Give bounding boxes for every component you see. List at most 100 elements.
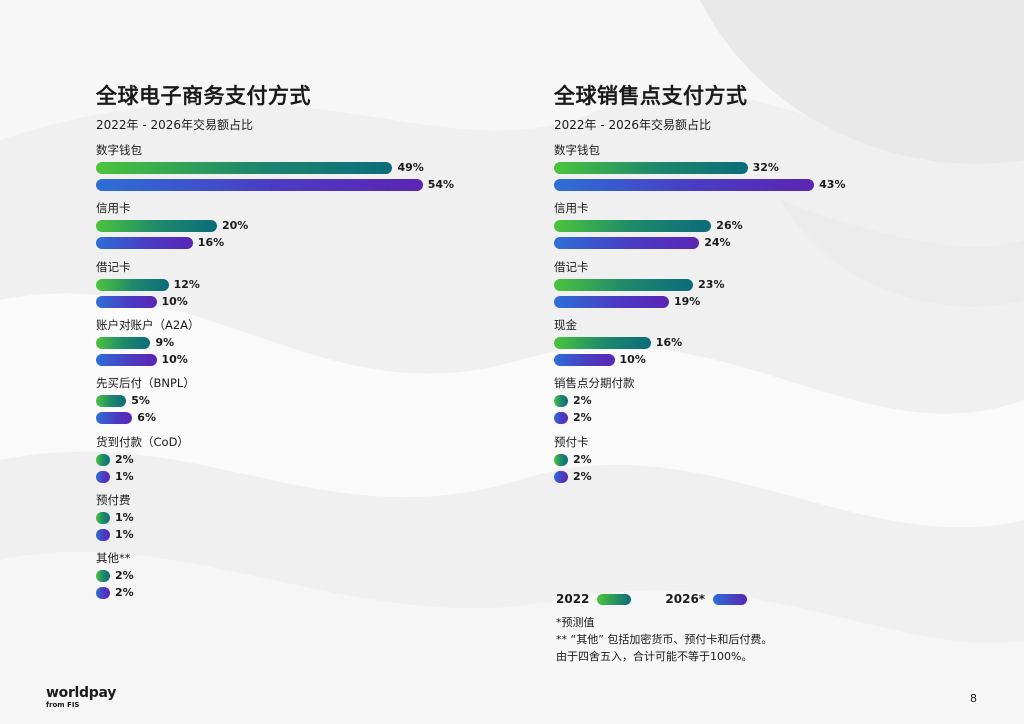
chart-subtitle: 2022年 - 2026年交易额占比: [96, 118, 254, 132]
category-group: 预付费 1% 1%: [96, 492, 536, 550]
category-label: 借记卡: [554, 259, 589, 274]
legend-swatch-2022: [597, 593, 632, 605]
bar-2026: [96, 295, 157, 308]
bar-2026: [554, 470, 568, 483]
bar-2026: [96, 587, 110, 600]
legend: 2022 2026*: [556, 590, 781, 608]
category-label: 数字钱包: [96, 143, 142, 157]
pos-payment-chart: 全球销售点支付方式 2022年 - 2026年交易额占比 数字钱包 32% 43% 信…: [554, 80, 994, 483]
category-group: 账户对账户（A2A） 9% 10%: [96, 317, 536, 375]
logo-wordmark: worldpay: [46, 685, 117, 701]
bar-value-label: 2%: [573, 394, 592, 408]
category-group: 借记卡 12% 10%: [96, 259, 536, 317]
bar-2022: [554, 453, 568, 466]
category-label: 先买后付（BNPL）: [96, 376, 195, 391]
category-label: 数字钱包: [554, 143, 600, 157]
legend-item-2026: 2026*: [665, 592, 748, 606]
bar-value-label: 24%: [704, 236, 731, 250]
bar-2026: [554, 412, 568, 425]
bar-2022: [96, 336, 151, 349]
bar-2026: [96, 528, 110, 541]
bar-value-label: 2%: [573, 452, 592, 466]
bar-2022: [554, 162, 748, 174]
chart-title: 全球销售点支付方式: [554, 84, 748, 108]
category-label: 预付费: [96, 492, 131, 507]
logo-tagline: from FIS: [46, 701, 80, 709]
category-group: 信用卡 26% 24%: [554, 200, 994, 258]
bar-value-label: 10%: [619, 352, 646, 366]
page-number: 8: [970, 692, 977, 705]
bar-value-label: 12%: [173, 277, 200, 291]
category-label: 现金: [554, 317, 577, 332]
bar-2022: [96, 220, 217, 233]
bar-value-label: 1%: [115, 510, 134, 524]
category-label: 信用卡: [96, 201, 131, 216]
legend-item-2022: 2022: [556, 592, 632, 606]
bar-2026: [96, 237, 193, 250]
bar-2026: [554, 237, 700, 250]
bar-2022: [96, 570, 110, 583]
bar-value-label: 2%: [573, 469, 592, 483]
bar-value-label: 10%: [161, 352, 188, 366]
category-group: 数字钱包 49% 54%: [96, 142, 536, 200]
bar-2026: [554, 295, 669, 308]
bar-value-label: 10%: [161, 294, 188, 308]
category-label: 账户对账户（A2A）: [96, 317, 200, 332]
category-group: 其他** 2% 2%: [96, 550, 536, 608]
bar-2022: [96, 511, 110, 524]
footnote-rounding: 由于四舍五入，合计可能不等于100%。: [556, 650, 753, 663]
category-label: 预付卡: [554, 434, 589, 449]
legend-label-2022: 2022: [556, 592, 590, 606]
bar-2026: [554, 179, 815, 191]
bar-value-label: 23%: [698, 277, 725, 291]
bar-2026: [96, 179, 423, 191]
bar-2022: [96, 162, 393, 174]
footnote-forecast: *预测值: [556, 616, 595, 629]
bar-value-label: 2%: [115, 452, 134, 466]
bar-value-label: 16%: [197, 236, 225, 250]
footnotes: *预测值 ** “其他” 包括加密货币、预付卡和后付费。 由于四舍五入，合计可能…: [556, 614, 772, 665]
category-group: 现金 16% 10%: [554, 317, 994, 375]
bar-value-label: 19%: [673, 294, 701, 308]
legend-label-2026: 2026*: [665, 592, 706, 606]
bar-2022: [554, 220, 712, 233]
category-group: 预付卡 2% 2%: [554, 434, 994, 492]
category-group: 货到付款（CoD） 2% 1%: [96, 434, 536, 492]
bar-value-label: 32%: [752, 161, 779, 174]
category-group: 数字钱包 32% 43%: [554, 142, 994, 200]
bar-value-label: 16%: [655, 335, 683, 349]
category-group: 信用卡 20% 16%: [96, 200, 536, 258]
bar-2026: [96, 412, 133, 425]
bar-2022: [96, 395, 127, 408]
footnote-other: ** “其他” 包括加密货币、预付卡和后付费。: [556, 633, 773, 646]
bar-value-label: 2%: [573, 411, 592, 425]
bar-2026: [96, 470, 110, 483]
category-label: 信用卡: [554, 201, 589, 216]
category-group: 借记卡 23% 19%: [554, 259, 994, 317]
category-label: 货到付款（CoD）: [96, 434, 189, 449]
category-label: 销售点分期付款: [554, 376, 635, 391]
bar-2026: [554, 353, 615, 366]
bar-value-label: 9%: [155, 335, 175, 349]
category-group: 先买后付（BNPL） 5% 6%: [96, 375, 536, 433]
bar-2026: [96, 353, 157, 366]
category-label: 借记卡: [96, 259, 131, 274]
bar-2022: [554, 336, 651, 349]
bar-value-label: 5%: [131, 394, 150, 408]
worldpay-logo: worldpay from FIS: [46, 685, 116, 709]
category-label: 其他**: [96, 551, 131, 566]
legend-swatch-2026: [713, 593, 748, 605]
bar-value-label: 1%: [115, 469, 134, 483]
bar-value-label: 2%: [115, 569, 134, 583]
bar-value-label: 26%: [716, 219, 743, 233]
ecommerce-payment-chart: 全球电子商务支付方式 2022年 - 2026年交易额占比 数字钱包 49% 54%…: [96, 80, 536, 600]
category-group: 销售点分期付款 2% 2%: [554, 375, 994, 433]
bar-value-label: 1%: [115, 527, 134, 541]
chart-subtitle: 2022年 - 2026年交易额占比: [554, 118, 712, 132]
bar-2022: [554, 278, 694, 291]
bar-2022: [554, 395, 568, 408]
bar-value-label: 43%: [819, 178, 846, 191]
bar-value-label: 20%: [222, 219, 249, 233]
bar-value-label: 49%: [397, 161, 424, 174]
